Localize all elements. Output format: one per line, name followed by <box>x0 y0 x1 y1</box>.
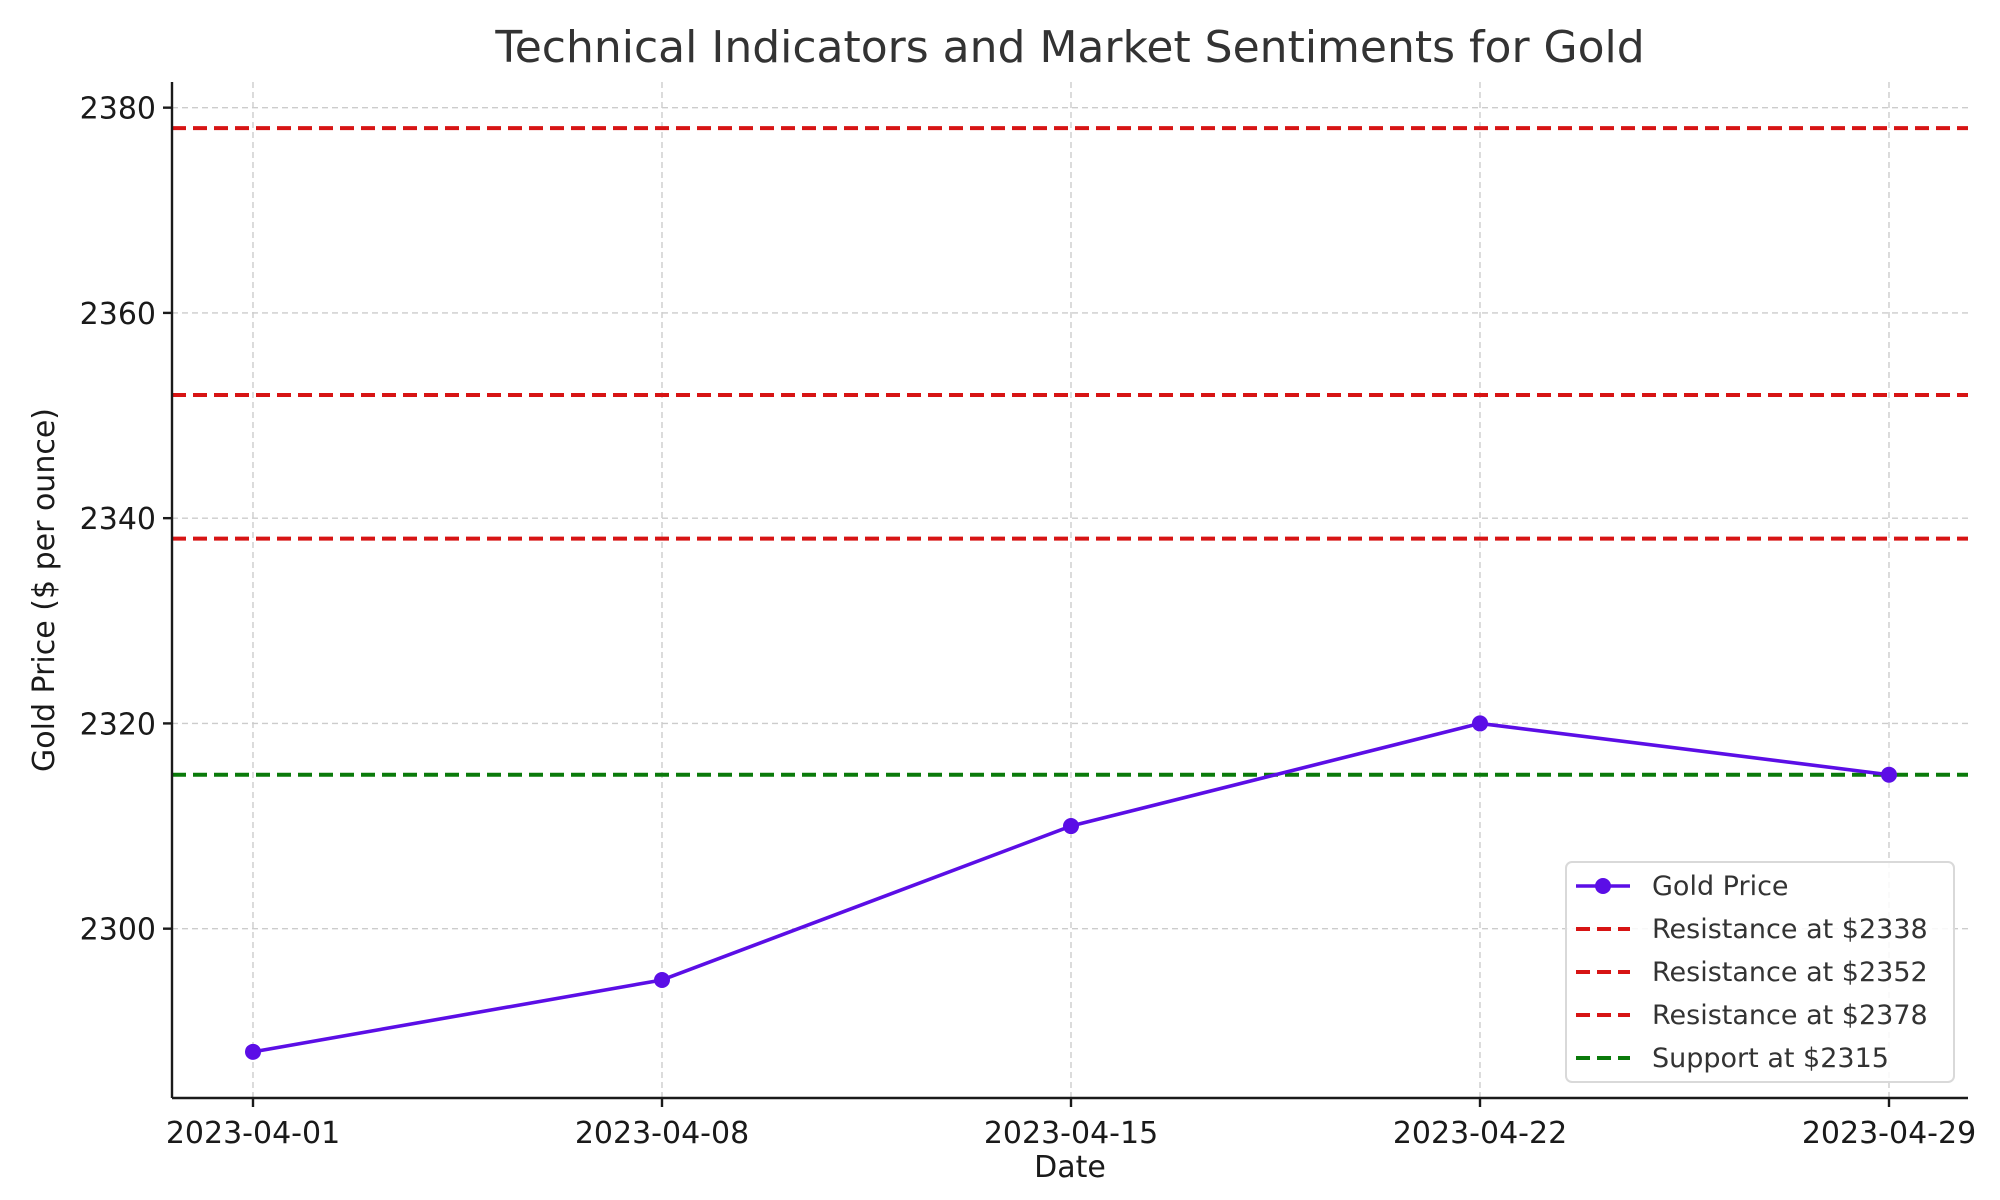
gold-price-point <box>245 1043 261 1060</box>
gold-price-point <box>1881 766 1897 783</box>
series-layer <box>245 715 1897 1060</box>
x-tick-label: 2023-04-22 <box>1393 1116 1567 1151</box>
y-axis-label: Gold Price ($ per ounce) <box>27 408 62 772</box>
legend-label: Resistance at $2352 <box>1652 957 1928 988</box>
legend: Gold Price Resistance at $2338 Resistance … <box>1565 861 1955 1083</box>
y-tick-label: 2300 <box>80 913 156 948</box>
chart-title: Technical Indicators and Market Sentimen… <box>494 22 1644 73</box>
legend-label: Resistance at $2378 <box>1652 1000 1928 1031</box>
x-axis-label: Date <box>1034 1150 1106 1185</box>
y-tick-label: 2380 <box>80 92 156 127</box>
gold-price-point <box>1472 715 1488 732</box>
reference-lines <box>172 126 1968 777</box>
x-tick-label: 2023-04-08 <box>575 1116 749 1151</box>
axes: 2023-04-01 2023-04-08 2023-04-15 2023-04-22… <box>80 82 1976 1151</box>
legend-label: Support at $2315 <box>1652 1043 1889 1074</box>
legend-label: Gold Price <box>1652 871 1789 902</box>
y-tick-label: 2360 <box>80 297 156 332</box>
y-tick-label: 2340 <box>80 502 156 537</box>
x-tick-label: 2023-04-29 <box>1802 1116 1976 1151</box>
gold-price-point <box>654 971 670 988</box>
legend-box <box>1565 861 1955 1083</box>
legend-marker <box>1595 878 1611 894</box>
y-tick-label: 2320 <box>80 707 156 742</box>
legend-label: Resistance at $2338 <box>1652 914 1928 945</box>
gold-price-point <box>1063 818 1079 835</box>
x-tick-label: 2023-04-01 <box>166 1116 340 1151</box>
x-tick-label: 2023-04-15 <box>984 1116 1158 1151</box>
